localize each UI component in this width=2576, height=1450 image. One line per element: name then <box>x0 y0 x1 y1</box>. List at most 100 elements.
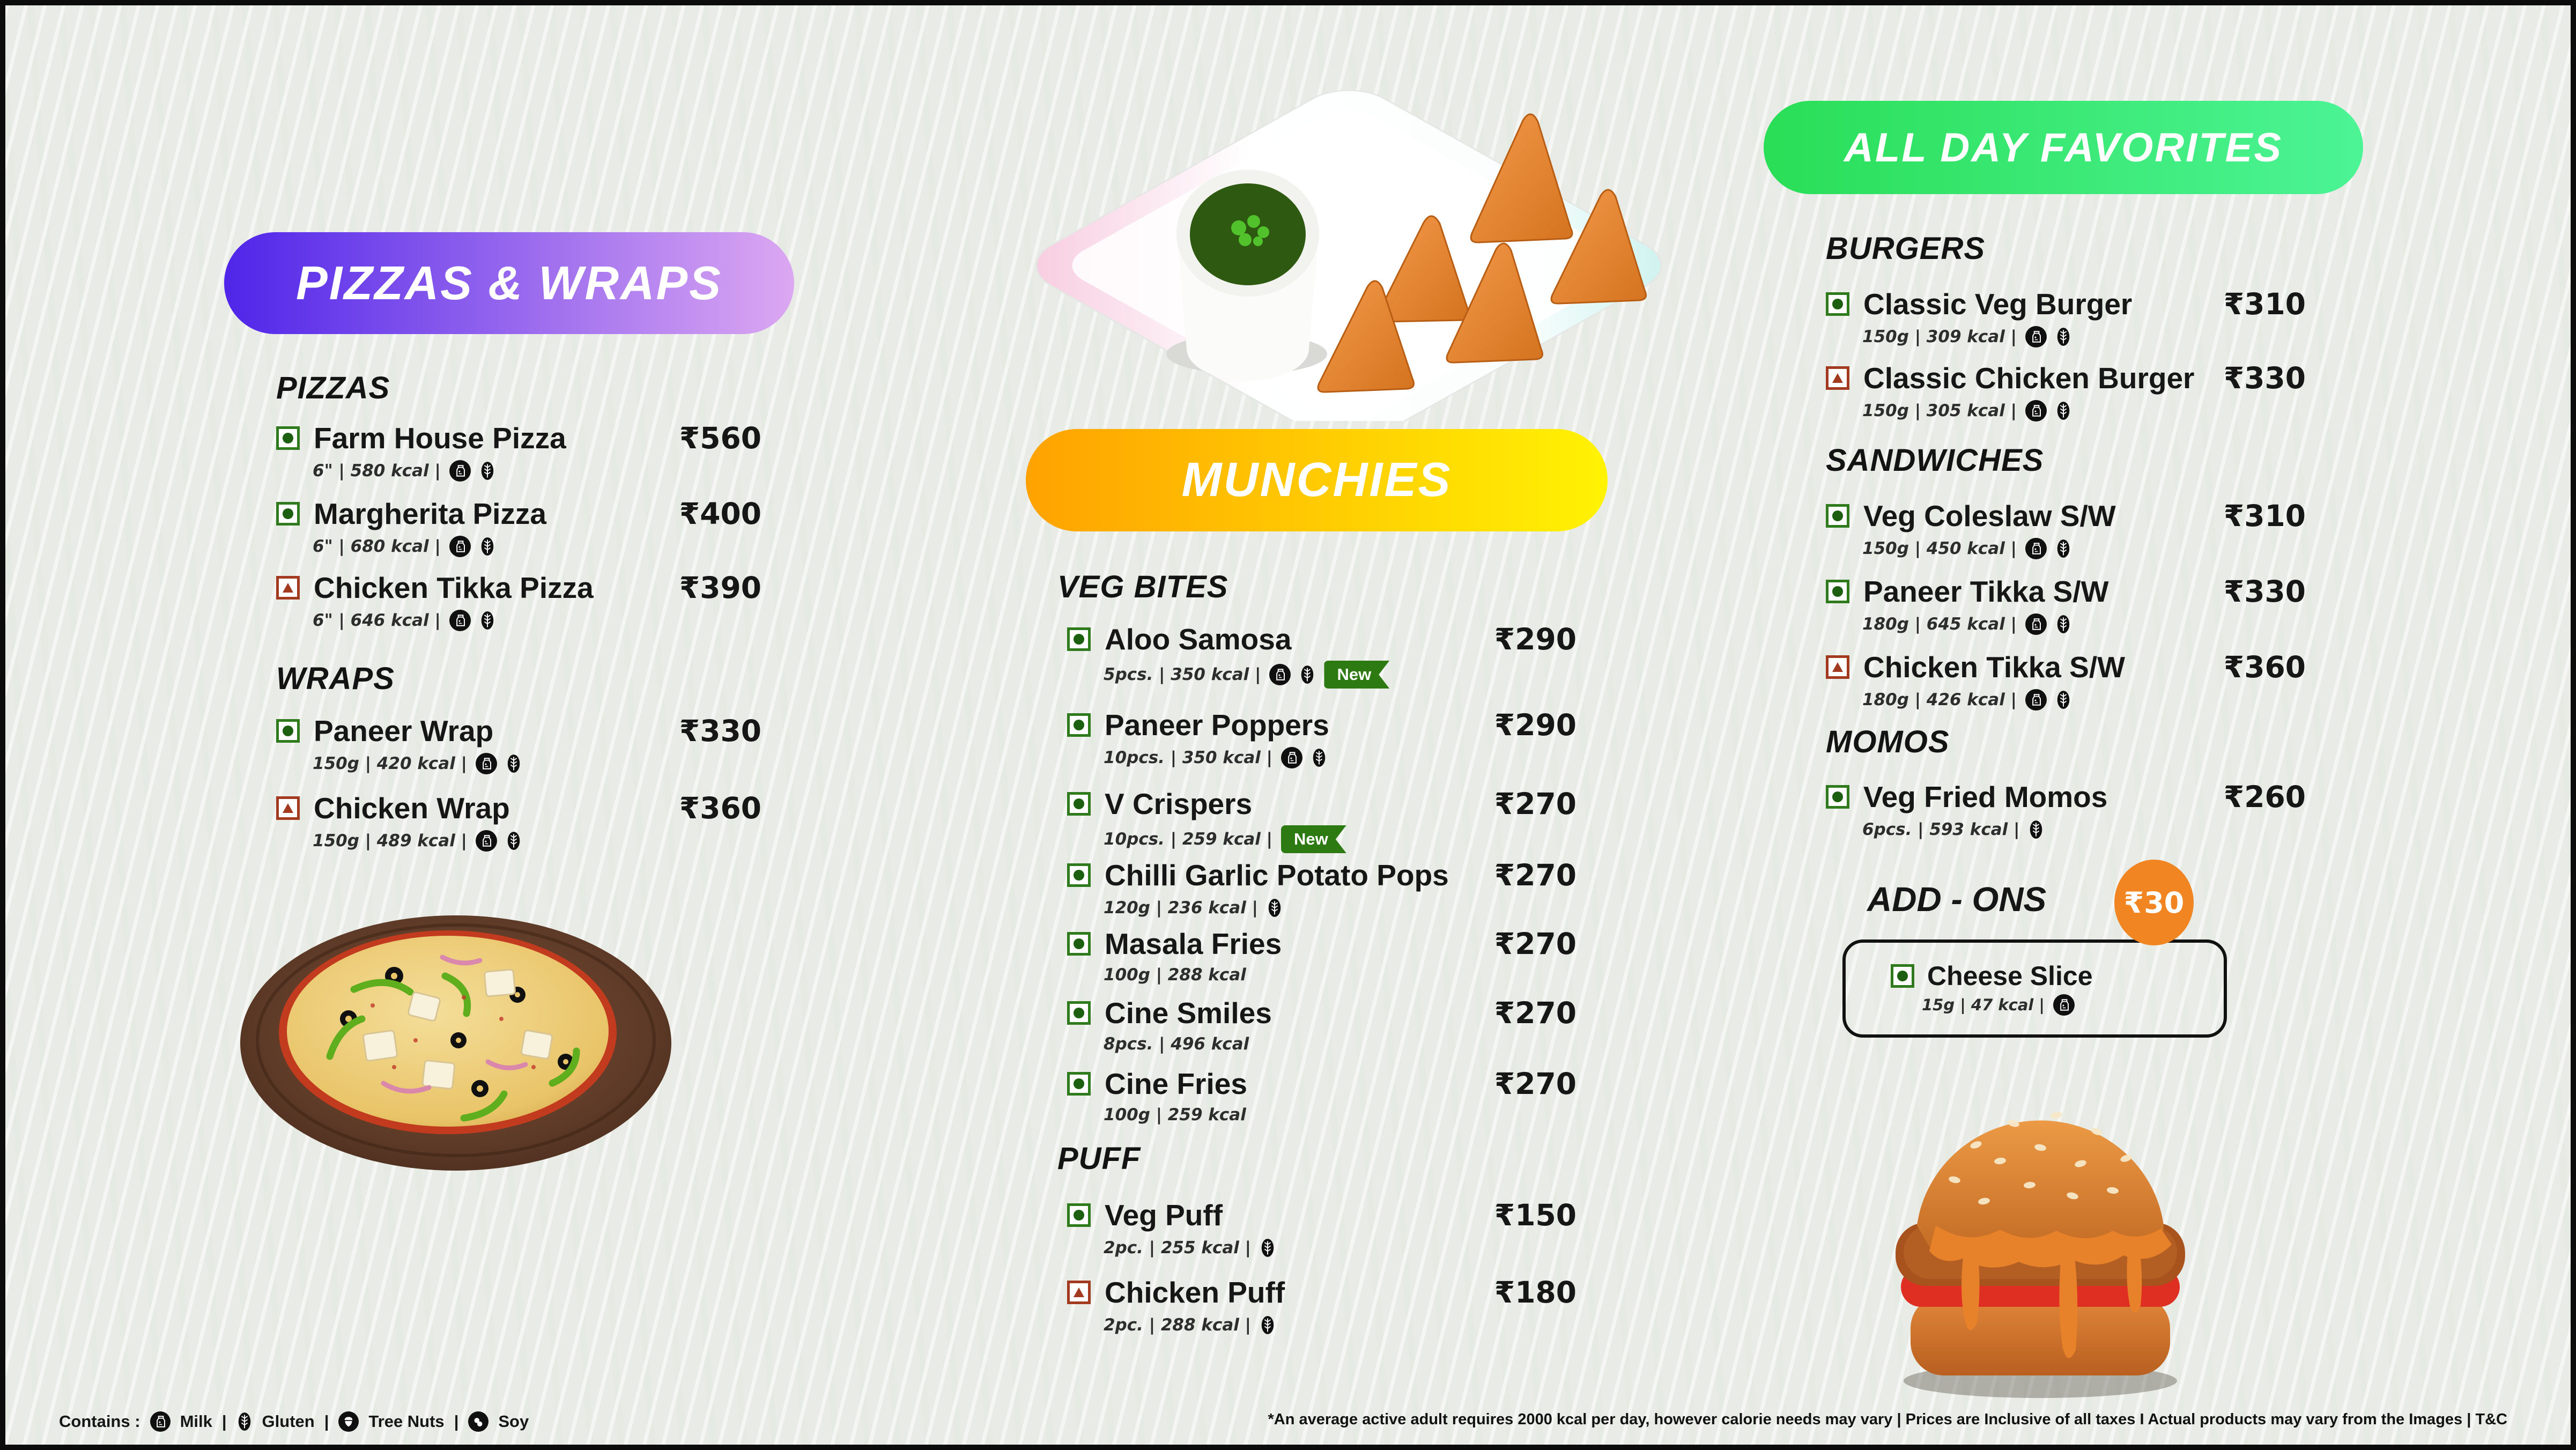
section-heading-momos: MOMOS <box>1826 724 1950 759</box>
item-details: 150g | 305 kcal | <box>1862 401 2017 420</box>
contains-label: Contains : <box>59 1412 140 1431</box>
menu-item-veg-puff: Veg Puff ₹150 2pc. | 255 kcal | <box>1067 1198 1576 1259</box>
tree-nuts-allergen-icon <box>338 1411 359 1432</box>
menu-item-masala-fries: Masala Fries ₹270 100g | 288 kcal <box>1067 927 1576 985</box>
item-name: V Crispers <box>1105 787 1253 820</box>
menu-item-chicken-tikka-sw: Chicken Tikka S/W ₹360 180g | 426 kcal | <box>1826 650 2306 711</box>
legend-separator: | <box>221 1412 227 1431</box>
banner-munchies: MUNCHIES <box>1026 429 1608 531</box>
menu-item-cine-fries: Cine Fries ₹270 100g | 259 kcal <box>1067 1067 1576 1125</box>
burger-photo <box>1896 1112 2185 1398</box>
veg-icon <box>1826 292 1849 316</box>
menu-item-farm-house-pizza: Farm House Pizza ₹560 6" | 580 kcal | <box>276 421 761 482</box>
milk-allergen-icon <box>2025 326 2047 347</box>
veg-icon <box>276 426 300 450</box>
gluten-allergen-icon <box>1299 663 1315 686</box>
new-badge: New <box>1324 661 1389 689</box>
banner-all-day-favorites: ALL DAY FAVORITES <box>1764 101 2363 194</box>
section-heading-sandwiches: SANDWICHES <box>1826 443 2044 478</box>
item-details: 6pcs. | 593 kcal | <box>1862 820 2020 839</box>
gluten-allergen-icon <box>2055 689 2071 711</box>
veg-icon <box>1891 964 1914 988</box>
veg-icon <box>1826 504 1849 528</box>
gluten-allergen-icon <box>2028 818 2044 841</box>
menu-item-paneer-wrap: Paneer Wrap ₹330 150g | 420 kcal | <box>276 714 761 775</box>
item-name: Farm House Pizza <box>314 421 566 455</box>
item-price: ₹180 <box>1494 1275 1576 1310</box>
item-name: Chicken Wrap <box>314 791 510 825</box>
gluten-allergen-icon <box>2055 537 2071 560</box>
item-name: Veg Puff <box>1105 1199 1223 1232</box>
item-details: 150g | 450 kcal | <box>1862 539 2017 558</box>
addon-price-badge: ₹30 <box>2114 860 2194 945</box>
veg-icon <box>276 719 300 743</box>
veg-icon <box>1067 932 1091 956</box>
item-price: ₹390 <box>679 571 761 605</box>
item-price: ₹260 <box>2223 780 2306 814</box>
item-details: 6" | 680 kcal | <box>313 537 441 556</box>
milk-allergen-icon <box>449 460 471 482</box>
item-name: Chicken Tikka Pizza <box>314 571 594 604</box>
item-name: Cine Fries <box>1105 1067 1247 1100</box>
section-heading-puff: PUFF <box>1057 1141 1141 1176</box>
menu-item-veg-coleslaw-sw: Veg Coleslaw S/W ₹310 150g | 450 kcal | <box>1826 499 2306 560</box>
item-price: ₹150 <box>1494 1198 1576 1232</box>
milk-allergen-icon <box>475 830 497 852</box>
item-price: ₹270 <box>1494 787 1576 821</box>
legend-label-milk: Milk <box>180 1412 212 1431</box>
soy-allergen-icon <box>468 1411 489 1432</box>
item-details: 100g | 259 kcal <box>1104 1105 1246 1125</box>
samosa-platter-photo <box>1035 90 1662 421</box>
item-details: 15g | 47 kcal | <box>1922 996 2045 1014</box>
menu-item-aloo-samosa: Aloo Samosa ₹290 5pcs. | 350 kcal | New <box>1067 622 1576 689</box>
item-name: Classic Veg Burger <box>1863 287 2133 321</box>
nonveg-icon <box>1826 366 1849 390</box>
nonveg-icon <box>276 576 300 600</box>
item-price: ₹330 <box>2223 361 2306 395</box>
gluten-allergen-icon <box>1260 1314 1276 1336</box>
veg-icon <box>1067 1072 1091 1096</box>
item-name: Classic Chicken Burger <box>1863 361 2195 395</box>
section-heading-pizzas: PIZZAS <box>276 371 390 405</box>
legend-separator: | <box>324 1412 329 1431</box>
veg-icon <box>1067 713 1091 737</box>
item-name: Paneer Wrap <box>314 714 494 748</box>
item-price: ₹560 <box>679 421 761 455</box>
item-details: 180g | 645 kcal | <box>1862 615 2017 634</box>
item-price: ₹360 <box>679 791 761 825</box>
menu-item-paneer-poppers: Paneer Poppers ₹290 10pcs. | 350 kcal | <box>1067 708 1576 769</box>
nonveg-icon <box>1067 1281 1091 1304</box>
milk-allergen-icon <box>449 610 471 631</box>
item-name: Paneer Poppers <box>1105 708 1329 742</box>
gluten-allergen-icon <box>236 1410 253 1433</box>
milk-allergen-icon <box>475 753 497 774</box>
item-name: Paneer Tikka S/W <box>1863 575 2109 608</box>
item-name: Cheese Slice <box>1927 961 2093 991</box>
gluten-allergen-icon <box>1260 1237 1276 1259</box>
nonveg-icon <box>276 796 300 820</box>
item-price: ₹330 <box>679 714 761 748</box>
gluten-allergen-icon <box>479 535 495 558</box>
footer-disclaimer: *An average active adult requires 2000 k… <box>1268 1411 2508 1428</box>
item-name: Veg Fried Momos <box>1863 780 2108 813</box>
nonveg-icon <box>1826 655 1849 679</box>
gluten-allergen-icon <box>1267 897 1283 919</box>
menu-item-paneer-tikka-sw: Paneer Tikka S/W ₹330 180g | 645 kcal | <box>1826 574 2306 635</box>
item-details: 2pc. | 255 kcal | <box>1104 1238 1251 1257</box>
item-details: 8pcs. | 496 kcal <box>1104 1034 1249 1054</box>
milk-allergen-icon <box>2025 538 2047 559</box>
legend-separator: | <box>454 1412 459 1431</box>
allergen-legend: Contains : Milk | Gluten | Tree Nuts | S… <box>59 1410 529 1433</box>
menu-item-classic-veg-burger: Classic Veg Burger ₹310 150g | 309 kcal … <box>1826 287 2306 348</box>
item-price: ₹270 <box>1494 927 1576 961</box>
item-name: Chicken Puff <box>1105 1276 1285 1309</box>
item-details: 150g | 420 kcal | <box>313 754 467 773</box>
item-details: 10pcs. | 259 kcal | <box>1104 830 1272 849</box>
gluten-allergen-icon <box>2055 400 2071 422</box>
menu-item-v-crispers: V Crispers ₹270 10pcs. | 259 kcal | New <box>1067 787 1576 853</box>
item-details: 180g | 426 kcal | <box>1862 690 2017 709</box>
item-price: ₹290 <box>1494 708 1576 742</box>
item-details: 120g | 236 kcal | <box>1104 898 1258 918</box>
milk-allergen-icon <box>1281 747 1302 768</box>
